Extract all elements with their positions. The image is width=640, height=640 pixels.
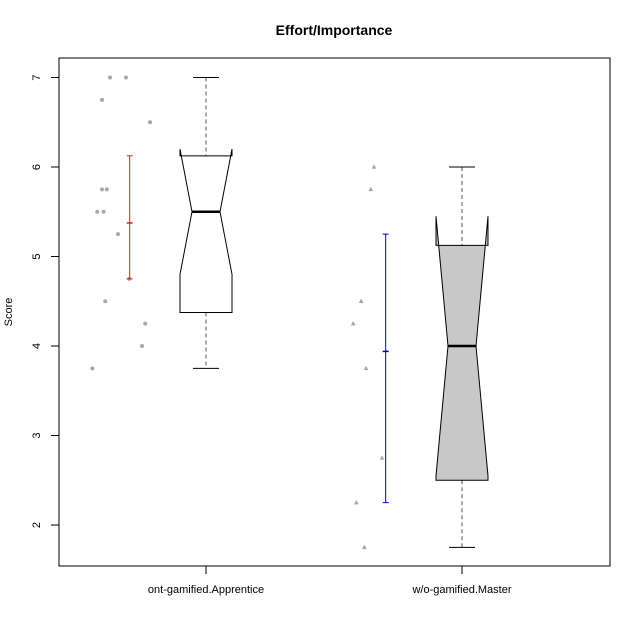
box-group [90, 75, 233, 371]
box-body [435, 216, 489, 481]
y-tick-label: 7 [31, 74, 43, 80]
y-tick-label: 5 [31, 253, 43, 259]
plot-frame [58, 57, 611, 567]
data-point [362, 544, 367, 550]
data-point [140, 344, 144, 348]
data-point [379, 455, 385, 460]
x-axis: ont-gamified.Apprentice w/o-gamified.Mast… [148, 565, 512, 596]
data-point [104, 187, 109, 192]
chart-marks [90, 75, 489, 550]
data-point [368, 186, 374, 192]
data-point [100, 97, 104, 102]
data-point [116, 232, 120, 237]
y-tick-label: 6 [31, 164, 43, 170]
data-point [358, 298, 364, 304]
data-point [143, 321, 148, 326]
data-point [363, 365, 369, 371]
box-group [350, 164, 489, 550]
data-point [354, 500, 359, 505]
chart-title: Effort/Importance [276, 22, 393, 38]
data-point [103, 299, 108, 304]
y-tick-label: 3 [31, 432, 43, 438]
x-tick-label: w/o-gamified.Master [411, 584, 511, 596]
data-point [95, 209, 100, 214]
data-point [108, 75, 112, 80]
data-point [100, 187, 104, 192]
y-axis-label: Score [3, 298, 15, 327]
data-point [148, 120, 152, 125]
data-point [350, 321, 356, 326]
y-tick-label: 2 [31, 522, 43, 528]
data-point [90, 366, 95, 371]
data-point [371, 164, 377, 169]
data-point [124, 75, 128, 80]
box-body [179, 149, 233, 313]
y-axis: 2 3 4 5 6 7 [31, 74, 60, 528]
y-tick-label: 4 [31, 343, 43, 349]
x-tick-label: ont-gamified.Apprentice [148, 584, 264, 596]
data-point [101, 209, 106, 214]
